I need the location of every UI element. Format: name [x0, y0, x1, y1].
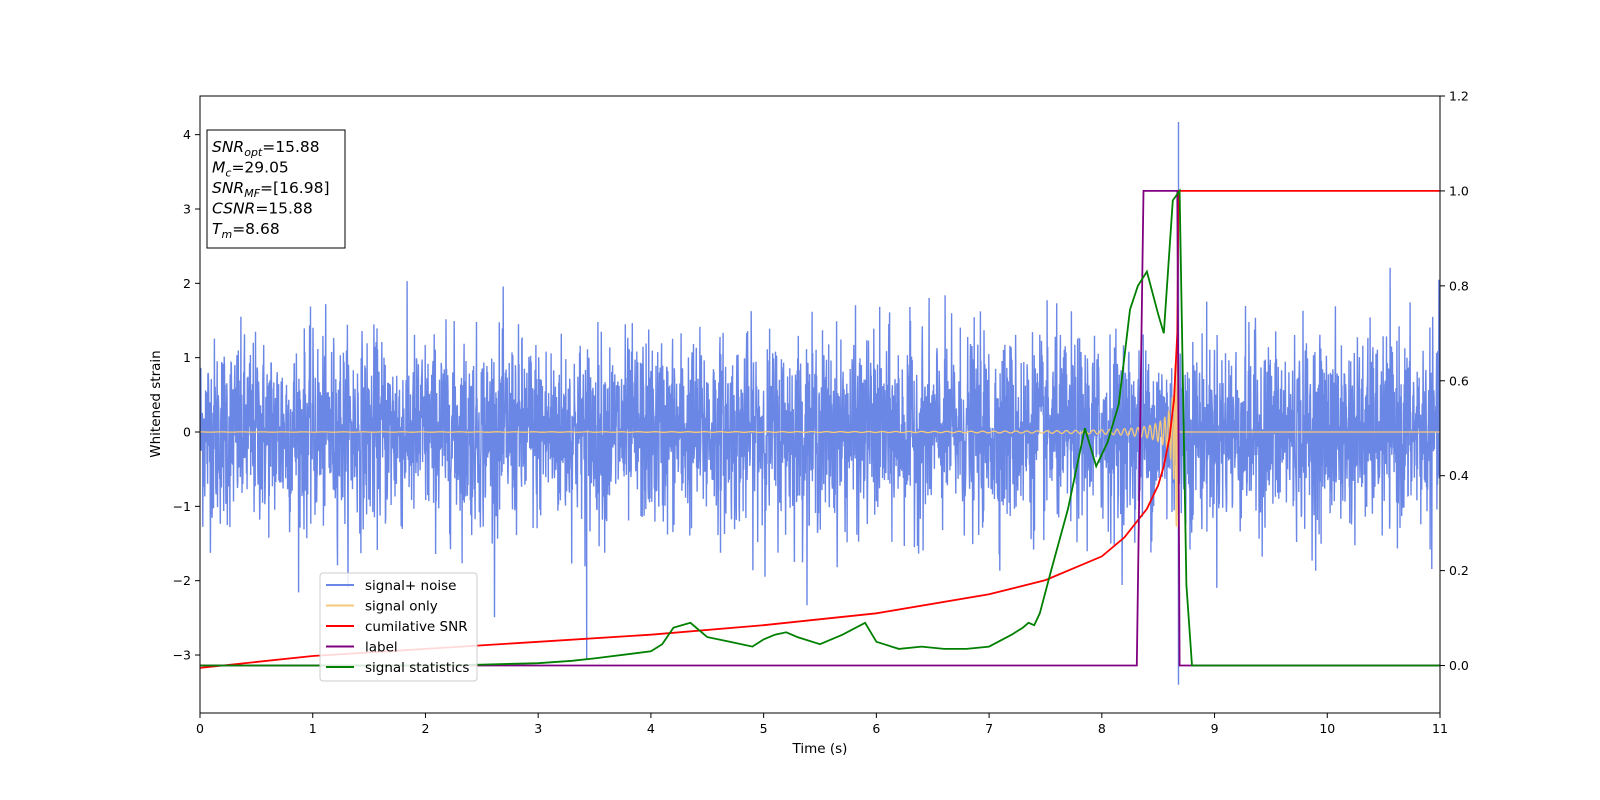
x-tick-label: 11: [1432, 721, 1448, 736]
x-tick-label: 9: [1211, 721, 1219, 736]
left-y-tick-label: 0: [183, 425, 191, 440]
left-y-tick-label: 4: [183, 127, 191, 142]
left-y-tick-label: 3: [183, 201, 191, 216]
right-y-tick-label: 0.4: [1449, 468, 1469, 483]
left-y-axis-ticks: −3 −2 −1 0 1 2 3 4: [173, 127, 200, 663]
legend-label: signal+ noise: [365, 578, 456, 594]
left-y-tick-label: −1: [173, 499, 191, 514]
plot-frame: [199, 95, 1441, 714]
x-tick-label: 1: [309, 721, 317, 736]
left-y-tick-label: 2: [183, 276, 191, 291]
x-axis-label: Time (s): [792, 741, 848, 757]
x-tick-label: 4: [647, 721, 655, 736]
right-y-tick-label: 0.2: [1449, 563, 1469, 578]
x-axis-ticks: 0 1 2 3 4 5 6 7 8 9 10 11: [196, 713, 1448, 736]
series-line: [200, 337, 1440, 528]
info-box-frame: [206, 129, 346, 249]
info-line: Mc=29.05: [212, 159, 289, 180]
right-y-tick-label: 0.0: [1449, 658, 1469, 673]
right-y-axis-ticks: 0.0 0.2 0.4 0.6 0.8 1.0 1.2: [1440, 89, 1469, 673]
legend-label: signal only: [365, 599, 438, 615]
x-tick-label: 2: [421, 721, 429, 736]
left-y-tick-label: −3: [173, 648, 191, 663]
right-y-tick-label: 1.0: [1449, 183, 1469, 198]
x-tick-label: 6: [872, 721, 880, 736]
left-y-tick-label: 1: [183, 350, 191, 365]
x-tick-label: 10: [1319, 721, 1335, 736]
legend-frame: [319, 572, 478, 682]
info-line: CSNR=15.88: [212, 200, 313, 218]
info-line: SNRMF=[16.98]: [212, 179, 330, 200]
series-layer: [200, 122, 1440, 685]
x-tick-label: 8: [1098, 721, 1106, 736]
legend-label: cumilative SNR: [365, 619, 468, 635]
right-y-tick-label: 0.6: [1449, 373, 1469, 388]
left-y-tick-label: −2: [173, 573, 191, 588]
legend: signal+ noise signal only cumilative SNR la…: [319, 572, 478, 682]
info-line: Tm=8.68: [212, 220, 280, 241]
info-line: SNRopt=15.88: [212, 138, 320, 159]
x-tick-label: 0: [196, 721, 204, 736]
x-tick-label: 3: [534, 721, 542, 736]
y-axis-label: Whitened strain: [148, 350, 164, 457]
legend-label: signal statistics: [365, 660, 469, 676]
x-tick-label: 5: [760, 721, 768, 736]
legend-label: label: [365, 640, 398, 656]
series-line: [200, 188, 1440, 667]
right-y-tick-label: 1.2: [1449, 89, 1469, 104]
x-tick-label: 7: [985, 721, 993, 736]
right-y-tick-label: 0.8: [1449, 278, 1469, 293]
series-line: [200, 122, 1440, 685]
series-line: [200, 190, 1440, 669]
snr-info-box: SNRopt=15.88Mc=29.05SNRMF=[16.98]CSNR=15…: [206, 129, 346, 249]
